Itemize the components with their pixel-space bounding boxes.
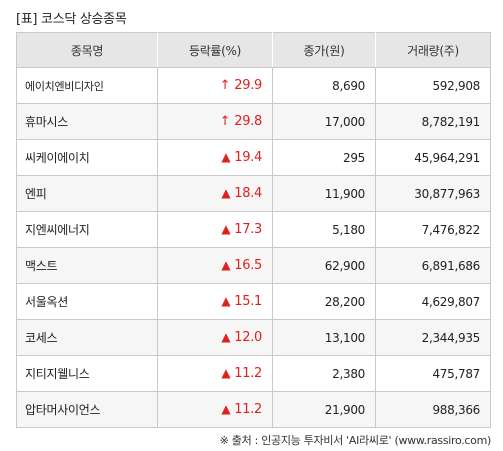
change-rate: 19.4 [234,150,262,165]
change-rate-cell: ↑ 29.8 [157,103,273,140]
stock-name: 코세스 [16,319,158,356]
change-rate: 11.2 [234,366,262,381]
change-rate-cell: ▲ 16.5 [157,247,273,284]
up-arrow-icon: ↑ [219,114,231,129]
up-triangle-icon: ▲ [221,294,231,308]
stock-name: 휴마시스 [16,103,158,140]
table-row: 지티지웰니스 ▲ 11.2 2,380 475,787 [16,355,491,392]
up-triangle-icon: ▲ [221,186,231,200]
close-price: 21,900 [272,391,376,428]
close-price: 5,180 [272,211,376,248]
close-price: 17,000 [272,103,376,140]
header-change-rate: 등락률(%) [157,32,273,68]
volume: 45,964,291 [375,139,491,176]
up-triangle-icon: ▲ [221,222,231,236]
volume: 592,908 [375,67,491,104]
volume: 4,629,807 [375,283,491,320]
change-rate: 12.0 [234,330,262,345]
close-price: 62,900 [272,247,376,284]
close-price: 13,100 [272,319,376,356]
change-rate-cell: ▲ 11.2 [157,391,273,428]
close-price: 11,900 [272,175,376,212]
change-rate: 15.1 [234,294,262,309]
table-row: 휴마시스 ↑ 29.8 17,000 8,782,191 [16,103,491,140]
table-body: 에이치엔비디자인 ↑ 29.9 8,690 592,908 휴마시스 ↑ 29.8 … [16,67,491,428]
source-note: ※ 출처 : 인공지능 투자비서 'AI라씨로' (www.rassiro.co… [219,434,492,447]
stock-name: 엔피 [16,175,158,212]
change-rate-cell: ▲ 19.4 [157,139,273,176]
volume: 2,344,935 [375,319,491,356]
up-triangle-icon: ▲ [221,258,231,272]
change-rate-cell: ▲ 15.1 [157,283,273,320]
volume: 8,782,191 [375,103,491,140]
stock-name: 서울옥션 [16,283,158,320]
table-header: 종목명 등락률(%) 종가(원) 거래량(주) [16,32,491,68]
table-row: 씨케이에이치 ▲ 19.4 295 45,964,291 [16,139,491,176]
change-rate-cell: ▲ 17.3 [157,211,273,248]
close-price: 28,200 [272,283,376,320]
up-triangle-icon: ▲ [221,402,231,416]
header-stock-name: 종목명 [16,32,158,68]
table-row: 에이치엔비디자인 ↑ 29.9 8,690 592,908 [16,67,491,104]
close-price: 2,380 [272,355,376,392]
volume: 475,787 [375,355,491,392]
header-close-price: 종가(원) [272,32,376,68]
change-rate: 17.3 [234,222,262,237]
stock-name: 에이치엔비디자인 [16,67,158,104]
change-rate-cell: ▲ 11.2 [157,355,273,392]
stock-name: 지티지웰니스 [16,355,158,392]
header-row: 종목명 등락률(%) 종가(원) 거래량(주) [16,32,491,68]
change-rate-cell: ▲ 12.0 [157,319,273,356]
change-rate-cell: ▲ 18.4 [157,175,273,212]
change-rate: 29.8 [234,114,262,129]
table-row: 코세스 ▲ 12.0 13,100 2,344,935 [16,319,491,356]
table-row: 서울옥션 ▲ 15.1 28,200 4,629,807 [16,283,491,320]
table-row: 지엔씨에너지 ▲ 17.3 5,180 7,476,822 [16,211,491,248]
table-row: 맥스트 ▲ 16.5 62,900 6,891,686 [16,247,491,284]
up-triangle-icon: ▲ [221,330,231,344]
stock-name: 맥스트 [16,247,158,284]
table-title: [표] 코스닥 상승종목 [16,12,127,27]
volume: 6,891,686 [375,247,491,284]
close-price: 295 [272,139,376,176]
table-row: 엔피 ▲ 18.4 11,900 30,877,963 [16,175,491,212]
change-rate: 18.4 [234,186,262,201]
change-rate: 16.5 [234,258,262,273]
change-rate-cell: ↑ 29.9 [157,67,273,104]
close-price: 8,690 [272,67,376,104]
rising-stocks-table: 종목명 등락률(%) 종가(원) 거래량(주) 에이치엔비디자인 ↑ 29.9 8… [16,32,491,428]
stock-name: 압타머사이언스 [16,391,158,428]
change-rate: 11.2 [234,402,262,417]
volume: 988,366 [375,391,491,428]
up-triangle-icon: ▲ [221,366,231,380]
stock-name: 지엔씨에너지 [16,211,158,248]
up-arrow-icon: ↑ [219,78,231,93]
change-rate: 29.9 [234,78,262,93]
up-triangle-icon: ▲ [221,150,231,164]
stock-name: 씨케이에이치 [16,139,158,176]
volume: 30,877,963 [375,175,491,212]
table-row: 압타머사이언스 ▲ 11.2 21,900 988,366 [16,391,491,428]
header-volume: 거래량(주) [375,32,491,68]
volume: 7,476,822 [375,211,491,248]
